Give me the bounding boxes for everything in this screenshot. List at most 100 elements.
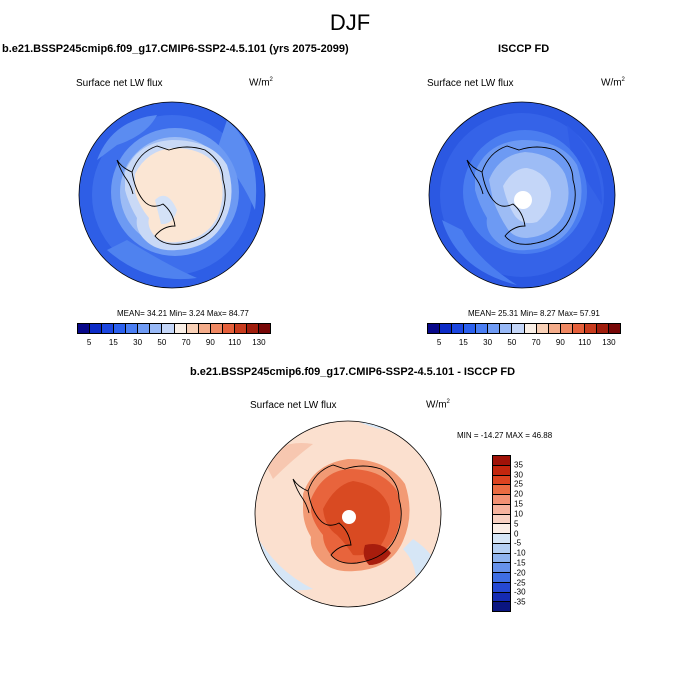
left-polar-map bbox=[78, 101, 266, 289]
left-colorbar-tick-label: 70 bbox=[181, 338, 191, 347]
diff-colorbar-tick-label: -15 bbox=[514, 558, 526, 568]
diff-colorbar-swatch bbox=[493, 543, 510, 554]
left-colorbar-tick-label: 110 bbox=[228, 338, 242, 347]
diff-colorbar-swatch bbox=[493, 592, 510, 603]
right-colorbar-tick-label: 70 bbox=[531, 338, 541, 347]
left-colorbar-swatch bbox=[222, 324, 235, 333]
right-colorbar-swatch bbox=[536, 324, 549, 333]
right-colorbar-tick-label: 130 bbox=[602, 338, 616, 347]
right-units-label: W/m2 bbox=[601, 77, 625, 89]
right-colorbar-swatch bbox=[596, 324, 609, 333]
left-units-label: W/m2 bbox=[249, 77, 273, 89]
left-colorbar-tick-label: 50 bbox=[157, 338, 167, 347]
left-colorbar-tick-label: 90 bbox=[205, 338, 215, 347]
right-colorbar-swatch bbox=[560, 324, 573, 333]
diff-colorbar-swatch bbox=[493, 475, 510, 486]
right-colorbar-tick-label: 90 bbox=[555, 338, 565, 347]
left-colorbar-swatch bbox=[90, 324, 103, 333]
left-colorbar-swatch bbox=[258, 324, 270, 333]
left-variable-label: Surface net LW flux bbox=[76, 78, 163, 89]
right-stats: MEAN= 25.31 Min= 8.27 Max= 57.91 bbox=[468, 309, 600, 318]
left-colorbar-labels: 5 15 30 50 70 90 110 130 bbox=[77, 338, 271, 348]
left-colorbar-swatch bbox=[162, 324, 175, 333]
left-colorbar-swatch bbox=[210, 324, 223, 333]
diff-colorbar-swatch bbox=[493, 495, 510, 505]
right-colorbar-swatch bbox=[440, 324, 453, 333]
left-colorbar-swatch bbox=[114, 324, 127, 333]
diff-colorbar-tick-label: -25 bbox=[514, 578, 526, 588]
left-colorbar bbox=[77, 323, 271, 334]
diff-colorbar-tick-label: 10 bbox=[514, 509, 523, 519]
diff-colorbar-swatch bbox=[493, 465, 510, 476]
left-panel-title: b.e21.BSSP245cmip6.f09_g17.CMIP6-SSP2-4.… bbox=[2, 43, 349, 55]
left-colorbar-swatch bbox=[198, 324, 211, 333]
diff-colorbar-swatch bbox=[493, 553, 510, 564]
right-colorbar-tick-label: 110 bbox=[578, 338, 592, 347]
right-colorbar-tick-label: 15 bbox=[458, 338, 468, 347]
diff-colorbar-labels: 35 30 25 20 15 10 5 0 -5 -10 -15 -20 -25 -30 -35 bbox=[514, 455, 544, 612]
left-colorbar-tick-label: 5 bbox=[86, 338, 92, 347]
right-colorbar-swatch bbox=[572, 324, 585, 333]
diff-colorbar-swatch bbox=[493, 485, 510, 495]
left-colorbar-swatch bbox=[150, 324, 163, 333]
diff-panel-title: b.e21.BSSP245cmip6.f09_g17.CMIP6-SSP2-4.… bbox=[190, 366, 516, 378]
left-colorbar-tick-label: 15 bbox=[108, 338, 118, 347]
right-colorbar-swatch bbox=[548, 324, 561, 333]
diff-units-label: W/m2 bbox=[426, 399, 450, 411]
diff-colorbar-tick-label: -30 bbox=[514, 587, 526, 597]
left-colorbar-swatch bbox=[126, 324, 139, 333]
diff-colorbar-swatch bbox=[493, 504, 510, 515]
right-colorbar-tick-label: 30 bbox=[483, 338, 493, 347]
left-colorbar-tick-label: 130 bbox=[252, 338, 266, 347]
left-colorbar-swatch bbox=[102, 324, 115, 333]
diff-colorbar-tick-label: 35 bbox=[514, 460, 523, 470]
diff-colorbar-tick-label: -35 bbox=[514, 597, 526, 607]
diff-colorbar bbox=[492, 455, 511, 612]
diff-colorbar-tick-label: 30 bbox=[514, 470, 523, 480]
left-colorbar-swatch bbox=[138, 324, 151, 333]
diff-colorbar-swatch bbox=[493, 573, 510, 583]
right-colorbar-swatch bbox=[428, 324, 441, 333]
right-colorbar-swatch bbox=[464, 324, 477, 333]
right-colorbar-tick-label: 5 bbox=[436, 338, 442, 347]
diff-colorbar-tick-label: 5 bbox=[514, 519, 519, 529]
figure-title: DJF bbox=[329, 10, 371, 35]
diff-colorbar-swatch bbox=[493, 456, 510, 466]
right-colorbar-tick-label: 50 bbox=[507, 338, 517, 347]
diff-colorbar-swatch bbox=[493, 582, 510, 593]
diff-colorbar-tick-label: -20 bbox=[514, 568, 526, 578]
diff-colorbar-tick-label: 20 bbox=[514, 489, 523, 499]
left-colorbar-swatch bbox=[246, 324, 259, 333]
left-colorbar-tick-label: 30 bbox=[133, 338, 143, 347]
diff-colorbar-tick-label: 25 bbox=[514, 479, 523, 489]
diff-variable-label: Surface net LW flux bbox=[250, 400, 337, 411]
right-colorbar-swatch bbox=[512, 324, 525, 333]
left-colorbar-swatch bbox=[78, 324, 91, 333]
right-colorbar-swatch bbox=[608, 324, 620, 333]
diff-colorbar-tick-label: -10 bbox=[514, 548, 526, 558]
diff-polar-map bbox=[254, 420, 442, 608]
right-colorbar-swatch bbox=[584, 324, 597, 333]
right-panel-title: ISCCP FD bbox=[498, 43, 550, 55]
right-colorbar-swatch bbox=[524, 324, 537, 333]
right-colorbar-swatch bbox=[476, 324, 489, 333]
right-colorbar-swatch bbox=[488, 324, 501, 333]
diff-colorbar-tick-label: 15 bbox=[514, 499, 523, 509]
diff-colorbar-swatch bbox=[493, 563, 510, 573]
diff-stats: MIN = -14.27 MAX = 46.88 bbox=[457, 431, 553, 440]
left-colorbar-swatch bbox=[234, 324, 247, 333]
diff-colorbar-swatch bbox=[493, 602, 510, 611]
left-colorbar-swatch bbox=[174, 324, 187, 333]
left-stats: MEAN= 34.21 Min= 3.24 Max= 84.77 bbox=[117, 309, 249, 318]
diff-colorbar-tick-label: 0 bbox=[514, 529, 519, 538]
right-colorbar bbox=[427, 323, 621, 334]
right-variable-label: Surface net LW flux bbox=[427, 78, 514, 89]
diff-colorbar-tick-label: -5 bbox=[514, 538, 522, 548]
diff-colorbar-swatch bbox=[493, 524, 510, 534]
right-polar-map bbox=[428, 101, 616, 289]
right-colorbar-swatch bbox=[452, 324, 465, 333]
diff-colorbar-swatch bbox=[493, 534, 510, 544]
left-colorbar-swatch bbox=[186, 324, 199, 333]
right-colorbar-labels: 5 15 30 50 70 90 110 130 bbox=[427, 338, 621, 348]
right-colorbar-swatch bbox=[500, 324, 513, 333]
